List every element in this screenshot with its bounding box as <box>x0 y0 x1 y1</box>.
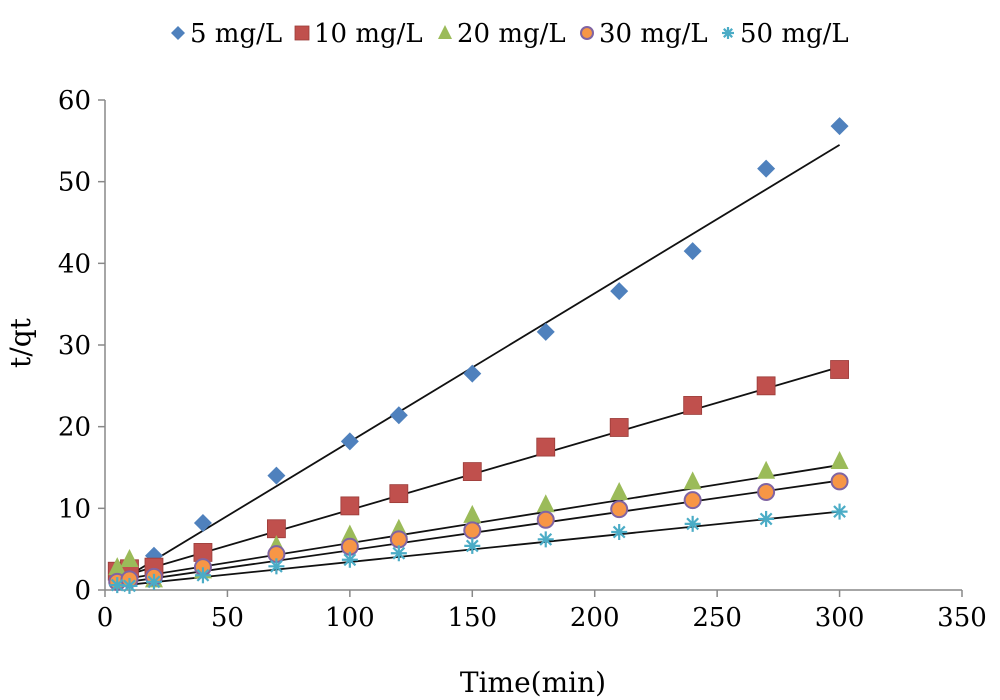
series-50-mg-l <box>109 503 848 594</box>
data-point <box>340 496 360 516</box>
x-tick-label: 350 <box>937 603 987 633</box>
x-axis-title: Time(min) <box>460 666 606 699</box>
legend-label: 30 mg/L <box>599 19 708 49</box>
x-tick-label: 0 <box>97 603 114 633</box>
data-point <box>121 577 138 594</box>
data-point <box>389 484 409 504</box>
data-point <box>145 573 162 590</box>
data-point <box>266 519 286 539</box>
data-point <box>609 418 629 437</box>
data-point <box>463 364 482 383</box>
data-point <box>683 242 702 261</box>
data-point <box>462 462 482 481</box>
data-point <box>830 360 849 379</box>
data-point <box>757 460 776 479</box>
data-point <box>536 322 555 341</box>
data-point <box>610 482 629 500</box>
legend-label: 10 mg/L <box>314 19 423 49</box>
data-point <box>684 515 701 532</box>
y-tick-label: 50 <box>58 168 91 198</box>
data-point <box>193 514 212 533</box>
x-tick-label: 50 <box>211 603 244 633</box>
legend-marker <box>171 26 185 40</box>
y-tick-label: 30 <box>58 331 91 361</box>
data-points <box>107 117 849 594</box>
data-point <box>389 530 408 549</box>
x-ticks: 0 50 100 150 200 250 300 350 <box>97 590 987 633</box>
y-tick-label: 60 <box>58 86 91 116</box>
data-point <box>267 466 286 485</box>
legend-item: 5 mg/L <box>171 19 282 49</box>
data-point <box>268 558 285 575</box>
data-point <box>683 471 702 490</box>
data-point <box>341 551 358 568</box>
series-10-mg-l <box>107 360 849 581</box>
y-ticks: 0 10 20 30 40 50 60 <box>58 86 105 606</box>
x-tick-label: 100 <box>325 603 375 633</box>
legend-marker <box>438 25 452 39</box>
data-point <box>537 531 554 548</box>
data-point <box>463 521 482 540</box>
data-point <box>683 491 702 510</box>
data-point <box>610 500 629 519</box>
legend-marker <box>294 25 310 41</box>
series-30-mg-l <box>108 472 849 591</box>
legend-marker <box>580 26 594 40</box>
data-point <box>536 510 555 529</box>
data-point <box>757 483 776 501</box>
y-tick-label: 20 <box>58 413 91 443</box>
data-point <box>757 159 776 178</box>
legend-label: 20 mg/L <box>457 19 566 49</box>
x-tick-label: 300 <box>815 603 865 633</box>
data-point <box>830 472 849 491</box>
legend-item: 20 mg/L <box>438 19 566 49</box>
x-tick-label: 150 <box>447 603 497 633</box>
data-point <box>340 524 359 543</box>
y-tick-label: 0 <box>74 576 91 606</box>
data-point <box>194 567 211 584</box>
axes: 0 50 100 150 200 250 300 350 0 10 20 30 40 50 60 <box>58 86 987 633</box>
data-point <box>108 557 127 576</box>
legend-item: 50 mg/L <box>722 19 849 49</box>
data-point <box>390 545 407 562</box>
data-point <box>536 437 556 457</box>
legend-item: 30 mg/L <box>580 19 708 49</box>
data-point <box>831 503 848 520</box>
data-point <box>120 548 139 567</box>
data-point <box>536 494 555 513</box>
data-point <box>756 376 776 396</box>
legend: 5 mg/L 10 mg/L 20 mg/L 30 mg/L 50 mg/L <box>171 19 849 49</box>
data-point <box>389 406 408 425</box>
x-tick-label: 250 <box>692 603 742 633</box>
legend-marker <box>722 27 734 39</box>
y-axis-title: t/qt <box>4 317 37 368</box>
fit-line <box>116 144 841 584</box>
data-point <box>758 510 775 527</box>
legend-label: 5 mg/L <box>190 19 282 49</box>
legend-label: 50 mg/L <box>740 19 849 49</box>
data-point <box>463 504 482 523</box>
legend-item: 10 mg/L <box>294 19 423 49</box>
data-point <box>340 432 359 451</box>
data-point <box>830 117 849 136</box>
data-point <box>683 396 703 415</box>
data-point <box>464 537 481 554</box>
y-tick-label: 40 <box>58 249 91 279</box>
data-point <box>830 450 849 469</box>
x-tick-label: 200 <box>570 603 620 633</box>
fit-line <box>117 510 840 587</box>
y-tick-label: 10 <box>58 494 91 524</box>
data-point <box>610 282 629 301</box>
data-point <box>611 524 628 541</box>
